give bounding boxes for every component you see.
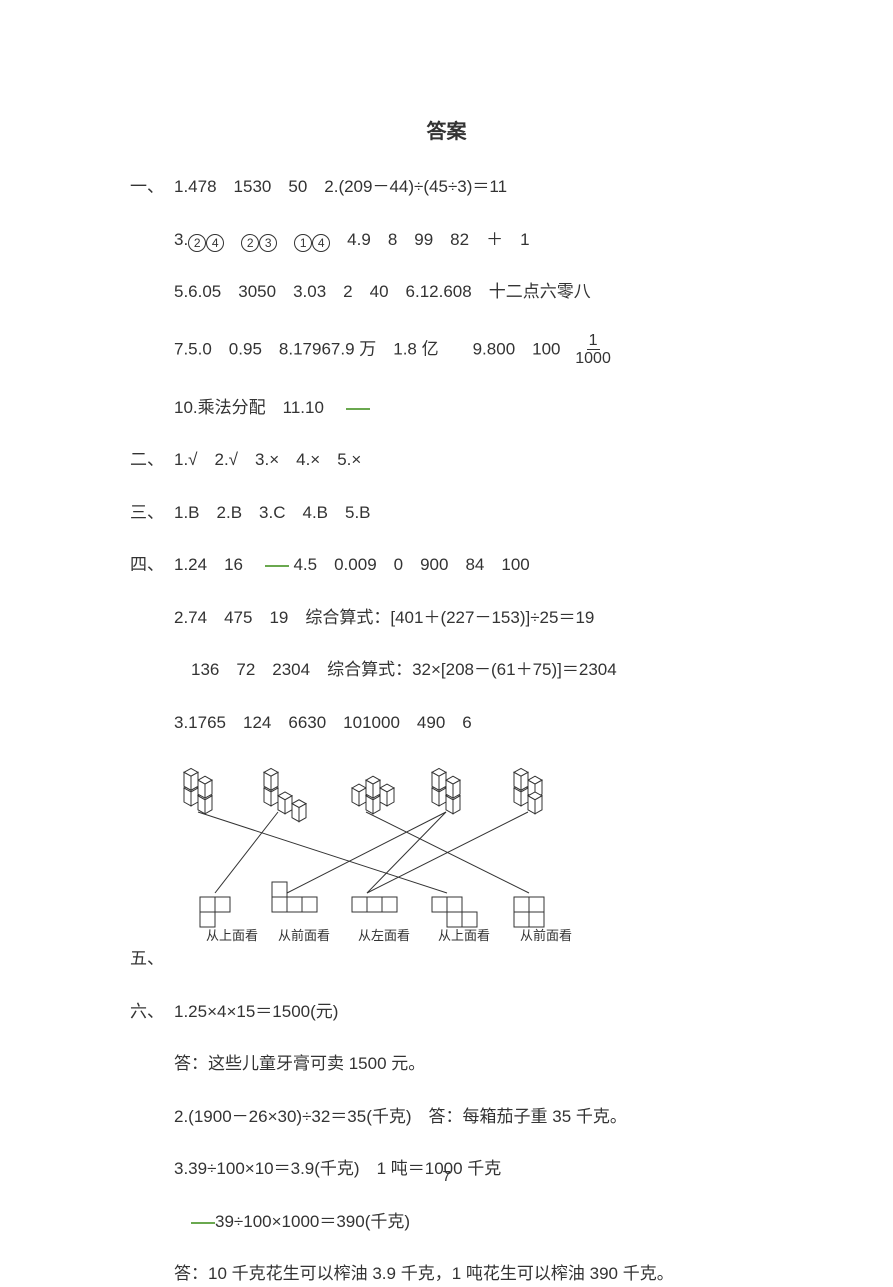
s1-r1-ans: 1.478 1530 50 2.(209－44)÷(45÷3)＝11	[174, 174, 798, 200]
s6-r2: 答：这些儿童牙膏可卖 1500 元。	[130, 1051, 798, 1077]
circle-3-icon: 3	[259, 234, 277, 252]
s6-r3-ans: 2.(1900－26×30)÷32＝35(千克) 答：每箱茄子重 35 千克。	[174, 1104, 798, 1130]
s4-r2: 2.74 475 19 综合算式：[401＋(227－153)]÷25＝19	[130, 605, 798, 631]
s1-r3-ans: 5.6.05 3050 3.03 2 40 6.12.608 十二点六零八	[174, 279, 798, 305]
s6-r6: 答：10 千克花生可以榨油 3.9 千克，1 吨花生可以榨油 390 千克。	[130, 1261, 798, 1287]
svg-text:从左面看: 从左面看	[358, 928, 410, 943]
s6-r1: 六、 1.25×4×15＝1500(元)	[130, 999, 798, 1025]
s6-r6-ans: 答：10 千克花生可以榨油 3.9 千克，1 吨花生可以榨油 390 千克。	[174, 1261, 798, 1287]
s4-r4: 3.1765 124 6630 101000 490 6	[130, 710, 798, 736]
svg-text:从上面看: 从上面看	[206, 928, 258, 943]
answer-content: 一、 1.478 1530 50 2.(209－44)÷(45÷3)＝11 3.…	[0, 174, 893, 1287]
s4-r2-ans: 2.74 475 19 综合算式：[401＋(227－153)]÷25＝19	[174, 605, 798, 631]
s4-r4-ans: 3.1765 124 6630 101000 490 6	[174, 710, 798, 736]
s4-label: 四、	[130, 552, 174, 578]
s1-r1: 一、 1.478 1530 50 2.(209－44)÷(45÷3)＝11	[130, 174, 798, 200]
s6-r5-ans: 39÷100×1000＝390(千克)	[174, 1209, 798, 1235]
s4-r3-ans: 136 72 2304 综合算式：32×[208－(61＋75)]＝2304	[174, 657, 798, 683]
s1-r2-ans: 3.24 23 14 4.9 8 99 82 ＋ 1	[174, 227, 798, 253]
s1-r2-prefix: 3.	[174, 230, 188, 249]
s2-r1-ans: 1.√ 2.√ 3.× 4.× 5.×	[174, 447, 798, 473]
fraction-icon: 1 1000	[573, 332, 613, 368]
s4-r1-b: 4.5 0.009 0 900 84 100	[293, 555, 529, 574]
s6-r1-ans: 1.25×4×15＝1500(元)	[174, 999, 798, 1025]
s6-r2-ans: 答：这些儿童牙膏可卖 1500 元。	[174, 1051, 798, 1077]
s4-r3: 136 72 2304 综合算式：32×[208－(61＋75)]＝2304	[130, 657, 798, 683]
s2-r1: 二、 1.√ 2.√ 3.× 4.× 5.×	[130, 447, 798, 473]
s1-label: 一、	[130, 174, 174, 200]
s5-diagram-wrap: 从上面看 从前面看 从左面看 从上面看 从前面看	[174, 762, 798, 972]
s6-r3: 2.(1900－26×30)÷32＝35(千克) 答：每箱茄子重 35 千克。	[130, 1104, 798, 1130]
circle-1-icon: 1	[294, 234, 312, 252]
s3-label: 三、	[130, 500, 174, 526]
s2-label: 二、	[130, 447, 174, 473]
s3-r1: 三、 1.B 2.B 3.C 4.B 5.B	[130, 500, 798, 526]
s1-r5: 10.乘法分配 11.10	[130, 395, 798, 421]
frac-den: 1000	[573, 350, 613, 368]
circle-4-icon: 4	[312, 234, 330, 252]
s1-r2-suffix: 4.9 8 99 82 ＋ 1	[330, 230, 529, 249]
s1-r3: 5.6.05 3050 3.03 2 40 6.12.608 十二点六零八	[130, 279, 798, 305]
s1-r5-text: 10.乘法分配 11.10	[174, 398, 341, 417]
s1-r2: 3.24 23 14 4.9 8 99 82 ＋ 1	[130, 227, 798, 253]
s6-r5-b: 39÷100×1000＝390(千克)	[215, 1212, 410, 1231]
circle-2-icon: 2	[241, 234, 259, 252]
svg-text:从前面看: 从前面看	[278, 928, 330, 943]
frac-num: 1	[587, 332, 600, 351]
s5-label: 五、	[130, 946, 174, 972]
s4-r1-a: 1.24 16	[174, 555, 243, 574]
circle-2-icon: 2	[188, 234, 206, 252]
page-number: 7	[0, 1168, 893, 1185]
s3-r1-ans: 1.B 2.B 3.C 4.B 5.B	[174, 500, 798, 526]
s6-label: 六、	[130, 999, 174, 1025]
s4-r1-ans: 1.24 16 4.5 0.009 0 900 84 100	[174, 552, 798, 578]
s1-r5-ans: 10.乘法分配 11.10	[174, 395, 798, 421]
underline-icon	[265, 565, 289, 567]
underline-icon	[346, 408, 370, 410]
s6-r5: 39÷100×1000＝390(千克)	[130, 1209, 798, 1235]
circle-4-icon: 4	[206, 234, 224, 252]
page-title: 答案	[0, 0, 893, 174]
matching-diagram: 从上面看 从前面看 从左面看 从上面看 从前面看	[174, 762, 594, 946]
svg-text:从前面看: 从前面看	[520, 928, 572, 943]
svg-text:从上面看: 从上面看	[438, 928, 490, 943]
s1-r4: 7.5.0 0.95 8.17967.9 万 1.8 亿 9.800 100 1…	[130, 332, 798, 368]
underline-icon	[191, 1222, 215, 1224]
s1-r4-ans: 7.5.0 0.95 8.17967.9 万 1.8 亿 9.800 100 1…	[174, 332, 798, 368]
s1-r4-main: 7.5.0 0.95 8.17967.9 万 1.8 亿 9.800 100	[174, 339, 561, 358]
s4-r1: 四、 1.24 16 4.5 0.009 0 900 84 100	[130, 552, 798, 578]
s5-row: 五、 从上面看 从前面看 从左面看 从上面看 从前面看	[130, 762, 798, 972]
